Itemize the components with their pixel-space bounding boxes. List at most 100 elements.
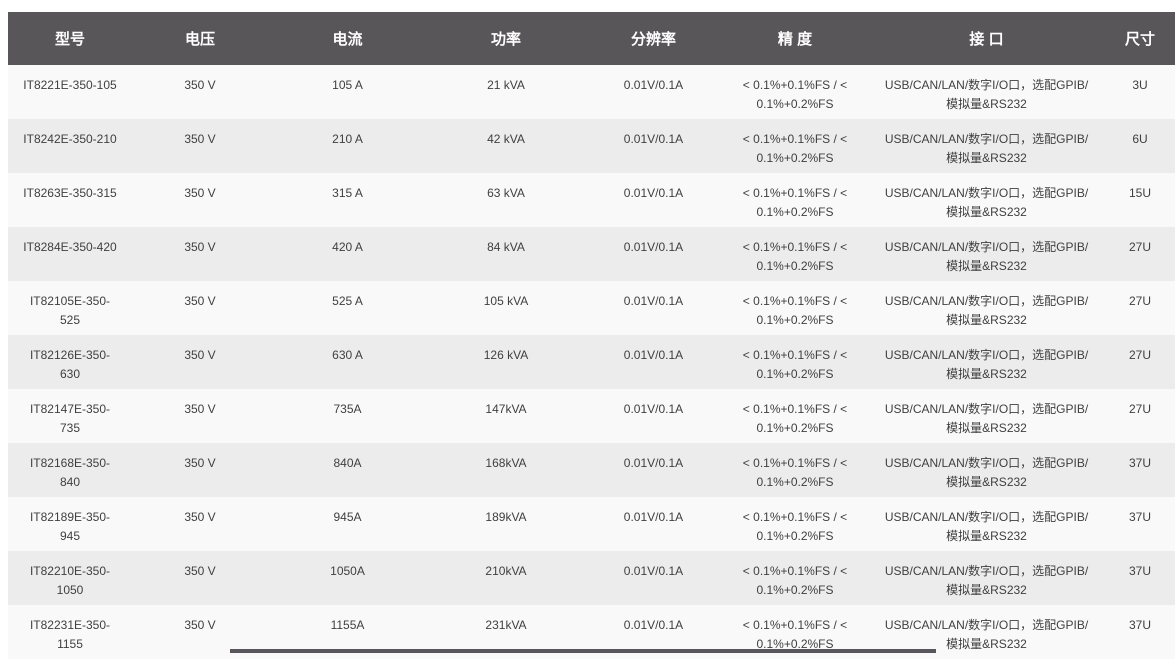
table-row: IT8284E-350-420 350 V 420 A 84 kVA 0.01V… xyxy=(8,227,1175,281)
cell-power: 210kVA xyxy=(485,564,527,578)
cell-current: 945A xyxy=(333,510,362,524)
cell-size: 37U xyxy=(1128,510,1151,524)
cell-power: 231kVA xyxy=(485,618,527,632)
cell-resolution: 0.01V/0.1A xyxy=(623,456,684,470)
cell-current: 840A xyxy=(333,456,362,470)
cell-current: 1155A xyxy=(330,618,365,632)
cell-voltage: 350 V xyxy=(184,78,216,92)
cell-interface: USB/CAN/LAN/数字I/O口，选配GPIB/ 模拟量&RS232 xyxy=(884,240,1089,273)
cell-size: 27U xyxy=(1128,348,1151,362)
cell-voltage: 350 V xyxy=(184,240,216,254)
col-header-accuracy: 精 度 xyxy=(722,12,868,65)
table-row: IT8242E-350-210 350 V 210 A 42 kVA 0.01V… xyxy=(8,119,1175,173)
cell-voltage: 350 V xyxy=(184,402,216,416)
cell-voltage: 350 V xyxy=(184,132,216,146)
cell-power: 189kVA xyxy=(485,510,527,524)
col-header-voltage: 电压 xyxy=(132,12,268,65)
table-row: IT82168E-350- 840 350 V 840A 168kVA 0.01… xyxy=(8,443,1175,497)
table-row: IT82189E-350- 945 350 V 945A 189kVA 0.01… xyxy=(8,497,1175,551)
cell-power: 42 kVA xyxy=(487,132,525,146)
cell-size: 37U xyxy=(1128,456,1151,470)
cell-current: 630 A xyxy=(332,348,363,362)
cell-power: 126 kVA xyxy=(483,348,529,362)
cell-interface: USB/CAN/LAN/数字I/O口，选配GPIB/ 模拟量&RS232 xyxy=(884,132,1089,165)
cell-model: IT82210E-350- 1050 xyxy=(29,564,111,597)
cell-resolution: 0.01V/0.1A xyxy=(623,402,684,416)
cell-accuracy: < 0.1%+0.1%FS / < 0.1%+0.2%FS xyxy=(742,294,848,327)
cell-accuracy: < 0.1%+0.1%FS / < 0.1%+0.2%FS xyxy=(742,618,848,651)
cell-power: 147kVA xyxy=(485,402,527,416)
cell-interface: USB/CAN/LAN/数字I/O口，选配GPIB/ 模拟量&RS232 xyxy=(884,402,1089,435)
cell-model: IT82126E-350- 630 xyxy=(29,348,111,381)
cell-model: IT8263E-350-315 xyxy=(23,186,117,200)
cell-voltage: 350 V xyxy=(184,564,216,578)
cell-current: 735A xyxy=(333,402,362,416)
cell-size: 27U xyxy=(1128,294,1151,308)
col-header-interface: 接 口 xyxy=(868,12,1105,65)
table-row: IT8263E-350-315 350 V 315 A 63 kVA 0.01V… xyxy=(8,173,1175,227)
cell-voltage: 350 V xyxy=(184,294,216,308)
cell-resolution: 0.01V/0.1A xyxy=(623,510,684,524)
table-row: IT82126E-350- 630 350 V 630 A 126 kVA 0.… xyxy=(8,335,1175,389)
cell-voltage: 350 V xyxy=(184,456,216,470)
col-header-resolution: 分辨率 xyxy=(585,12,722,65)
cell-current: 210 A xyxy=(332,132,363,146)
cell-current: 105 A xyxy=(332,78,363,92)
cell-resolution: 0.01V/0.1A xyxy=(623,132,684,146)
cell-model: IT82147E-350- 735 xyxy=(29,402,111,435)
cell-size: 27U xyxy=(1128,402,1151,416)
table-row: IT82210E-350- 1050 350 V 1050A 210kVA 0.… xyxy=(8,551,1175,605)
table-row: IT82105E-350- 525 350 V 525 A 105 kVA 0.… xyxy=(8,281,1175,335)
cell-current: 420 A xyxy=(332,240,363,254)
cell-power: 63 kVA xyxy=(487,186,525,200)
cell-voltage: 350 V xyxy=(184,618,216,632)
cell-interface: USB/CAN/LAN/数字I/O口，选配GPIB/ 模拟量&RS232 xyxy=(884,564,1089,597)
cell-voltage: 350 V xyxy=(184,348,216,362)
cell-power: 84 kVA xyxy=(487,240,525,254)
cell-size: 3U xyxy=(1132,78,1148,92)
cell-resolution: 0.01V/0.1A xyxy=(623,348,684,362)
spec-table-container: 型号 电压 电流 功率 分辨率 精 度 接 口 尺寸 IT8221E-350-1… xyxy=(8,12,1175,659)
table-row: IT8221E-350-105 350 V 105 A 21 kVA 0.01V… xyxy=(8,65,1175,119)
cell-interface: USB/CAN/LAN/数字I/O口，选配GPIB/ 模拟量&RS232 xyxy=(884,510,1089,543)
cell-current: 525 A xyxy=(332,294,363,308)
cell-power: 105 kVA xyxy=(483,294,529,308)
cell-resolution: 0.01V/0.1A xyxy=(623,240,684,254)
cell-resolution: 0.01V/0.1A xyxy=(623,294,684,308)
cell-accuracy: < 0.1%+0.1%FS / < 0.1%+0.2%FS xyxy=(742,186,848,219)
cell-power: 168kVA xyxy=(485,456,527,470)
cell-interface: USB/CAN/LAN/数字I/O口，选配GPIB/ 模拟量&RS232 xyxy=(884,348,1089,381)
cell-accuracy: < 0.1%+0.1%FS / < 0.1%+0.2%FS xyxy=(742,456,848,489)
bottom-dark-bar xyxy=(230,649,936,653)
col-header-current: 电流 xyxy=(268,12,427,65)
cell-accuracy: < 0.1%+0.1%FS / < 0.1%+0.2%FS xyxy=(742,564,848,597)
header-row: 型号 电压 电流 功率 分辨率 精 度 接 口 尺寸 xyxy=(8,12,1175,65)
cell-model: IT8284E-350-420 xyxy=(23,240,117,254)
cell-power: 21 kVA xyxy=(487,78,525,92)
cell-resolution: 0.01V/0.1A xyxy=(623,564,684,578)
cell-model: IT8221E-350-105 xyxy=(23,78,117,92)
cell-accuracy: < 0.1%+0.1%FS / < 0.1%+0.2%FS xyxy=(742,402,848,435)
cell-accuracy: < 0.1%+0.1%FS / < 0.1%+0.2%FS xyxy=(742,78,848,111)
col-header-model: 型号 xyxy=(8,12,132,65)
cell-size: 27U xyxy=(1128,240,1151,254)
cell-accuracy: < 0.1%+0.1%FS / < 0.1%+0.2%FS xyxy=(742,240,848,273)
col-header-size: 尺寸 xyxy=(1105,12,1175,65)
cell-accuracy: < 0.1%+0.1%FS / < 0.1%+0.2%FS xyxy=(742,348,848,381)
cell-model: IT82168E-350- 840 xyxy=(29,456,111,489)
table-row: IT82147E-350- 735 350 V 735A 147kVA 0.01… xyxy=(8,389,1175,443)
cell-interface: USB/CAN/LAN/数字I/O口，选配GPIB/ 模拟量&RS232 xyxy=(884,618,1089,651)
cell-size: 37U xyxy=(1128,564,1151,578)
cell-resolution: 0.01V/0.1A xyxy=(623,186,684,200)
cell-size: 37U xyxy=(1128,618,1151,632)
cell-model: IT82231E-350- 1155 xyxy=(29,618,111,651)
cell-model: IT82105E-350- 525 xyxy=(29,294,111,327)
cell-interface: USB/CAN/LAN/数字I/O口，选配GPIB/ 模拟量&RS232 xyxy=(884,186,1089,219)
cell-current: 315 A xyxy=(332,186,363,200)
cell-size: 15U xyxy=(1128,186,1151,200)
cell-resolution: 0.01V/0.1A xyxy=(623,78,684,92)
cell-model: IT8242E-350-210 xyxy=(23,132,117,146)
cell-model: IT82189E-350- 945 xyxy=(29,510,111,543)
product-spec-table: 型号 电压 电流 功率 分辨率 精 度 接 口 尺寸 IT8221E-350-1… xyxy=(8,12,1175,659)
col-header-power: 功率 xyxy=(427,12,585,65)
